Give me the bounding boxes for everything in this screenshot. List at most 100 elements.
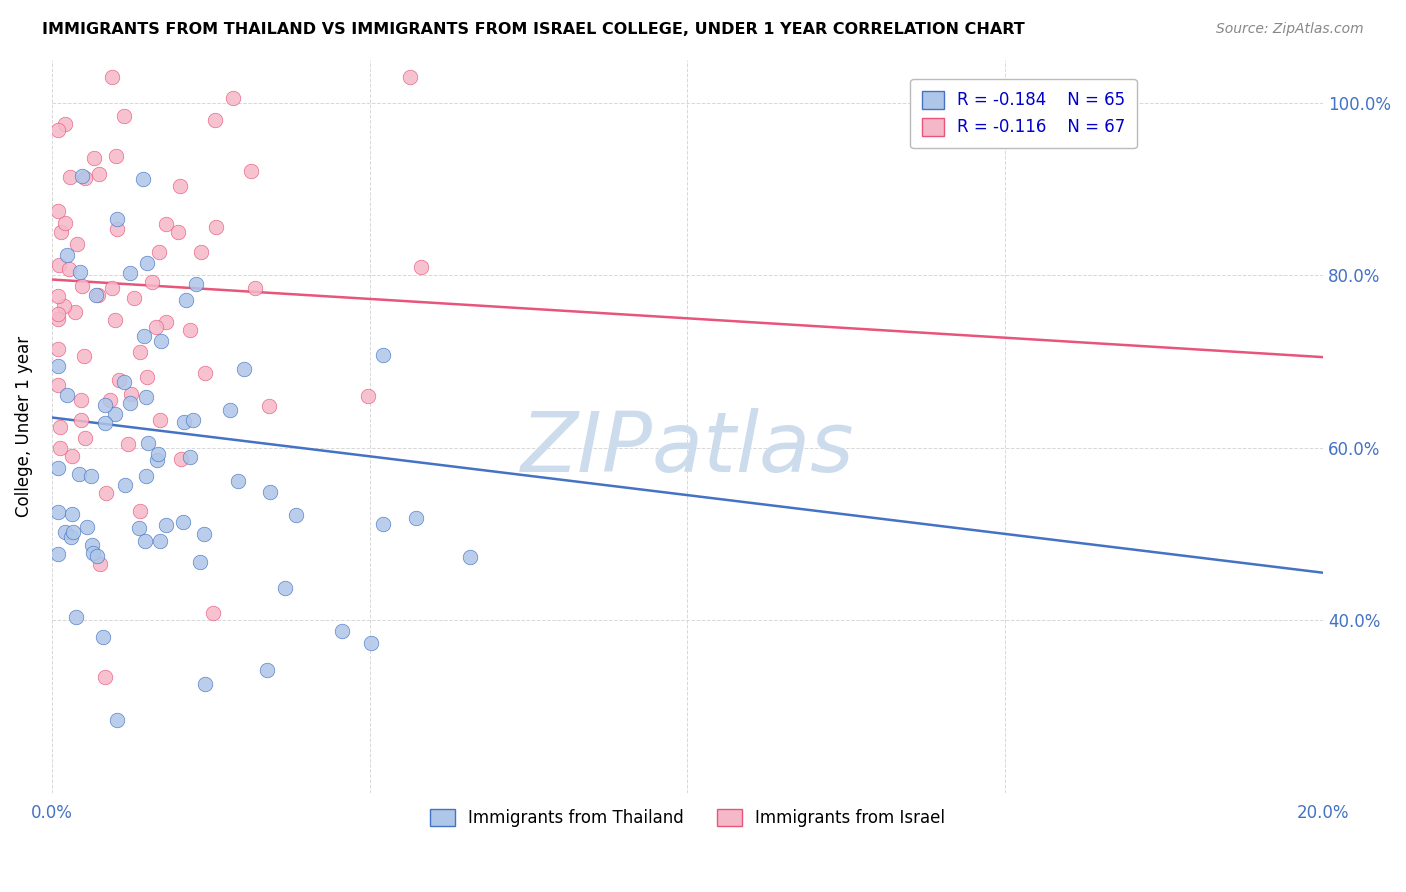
Point <box>58 169 80 184</box>
Point <box>155 315 177 329</box>
Point <box>145 320 167 334</box>
Point <box>62 525 84 540</box>
Point <box>87 288 110 302</box>
Point <box>194 366 217 380</box>
Point <box>48 258 70 272</box>
Point <box>103 313 125 327</box>
Point <box>46 506 69 520</box>
Point <box>46 359 69 373</box>
Point <box>146 452 169 467</box>
Point <box>172 515 194 529</box>
Point <box>226 474 249 488</box>
Point <box>371 348 394 362</box>
Point <box>120 267 142 281</box>
Point <box>373 516 395 531</box>
Point <box>179 450 201 464</box>
Point <box>114 478 136 492</box>
Point <box>82 538 104 552</box>
Point <box>405 511 427 525</box>
Point <box>94 670 117 684</box>
Point <box>146 447 169 461</box>
Point <box>96 486 118 500</box>
Point <box>46 312 69 326</box>
Point <box>46 342 69 356</box>
Point <box>53 299 76 313</box>
Point <box>135 469 157 483</box>
Point <box>104 407 127 421</box>
Point <box>112 375 135 389</box>
Point <box>56 388 79 402</box>
Point <box>204 113 226 128</box>
Point <box>63 305 86 319</box>
Point <box>70 413 93 427</box>
Point <box>128 521 150 535</box>
Point <box>73 349 96 363</box>
Point <box>117 436 139 450</box>
Point <box>70 279 93 293</box>
Point <box>49 441 72 455</box>
Point <box>76 520 98 534</box>
Point <box>149 534 172 549</box>
Point <box>75 171 97 186</box>
Point <box>134 534 156 549</box>
Point <box>105 212 128 227</box>
Point <box>141 275 163 289</box>
Point <box>132 171 155 186</box>
Point <box>399 70 422 84</box>
Point <box>219 402 242 417</box>
Point <box>86 549 108 563</box>
Point <box>132 329 155 343</box>
Point <box>87 167 110 181</box>
Point <box>128 504 150 518</box>
Point <box>91 630 114 644</box>
Text: Source: ZipAtlas.com: Source: ZipAtlas.com <box>1216 22 1364 37</box>
Point <box>188 555 211 569</box>
Point <box>98 392 121 407</box>
Point <box>104 149 127 163</box>
Point <box>46 123 69 137</box>
Point <box>136 369 159 384</box>
Point <box>155 518 177 533</box>
Point <box>166 225 188 239</box>
Point <box>67 467 90 481</box>
Point <box>60 531 83 545</box>
Point <box>135 256 157 270</box>
Point <box>55 117 77 131</box>
Point <box>360 636 382 650</box>
Point <box>155 217 177 231</box>
Point <box>169 452 191 467</box>
Point <box>120 387 142 401</box>
Point <box>150 334 173 349</box>
Point <box>80 469 103 483</box>
Point <box>148 244 170 259</box>
Point <box>107 374 129 388</box>
Point <box>89 558 111 572</box>
Point <box>135 391 157 405</box>
Point <box>205 220 228 235</box>
Point <box>259 484 281 499</box>
Point <box>105 221 128 235</box>
Point <box>69 392 91 407</box>
Point <box>181 412 204 426</box>
Point <box>100 70 122 84</box>
Point <box>60 449 83 463</box>
Point <box>129 345 152 359</box>
Point <box>94 398 117 412</box>
Point <box>46 460 69 475</box>
Point <box>201 607 224 621</box>
Point <box>46 378 69 392</box>
Point <box>193 526 215 541</box>
Point <box>190 244 212 259</box>
Point <box>179 323 201 337</box>
Point <box>458 550 481 565</box>
Point <box>58 262 80 277</box>
Point <box>222 91 245 105</box>
Point <box>65 609 87 624</box>
Point <box>243 280 266 294</box>
Point <box>194 677 217 691</box>
Text: IMMIGRANTS FROM THAILAND VS IMMIGRANTS FROM ISRAEL COLLEGE, UNDER 1 YEAR CORRELA: IMMIGRANTS FROM THAILAND VS IMMIGRANTS F… <box>42 22 1025 37</box>
Point <box>56 248 79 262</box>
Point <box>94 416 117 430</box>
Point <box>149 413 172 427</box>
Point <box>120 395 142 409</box>
